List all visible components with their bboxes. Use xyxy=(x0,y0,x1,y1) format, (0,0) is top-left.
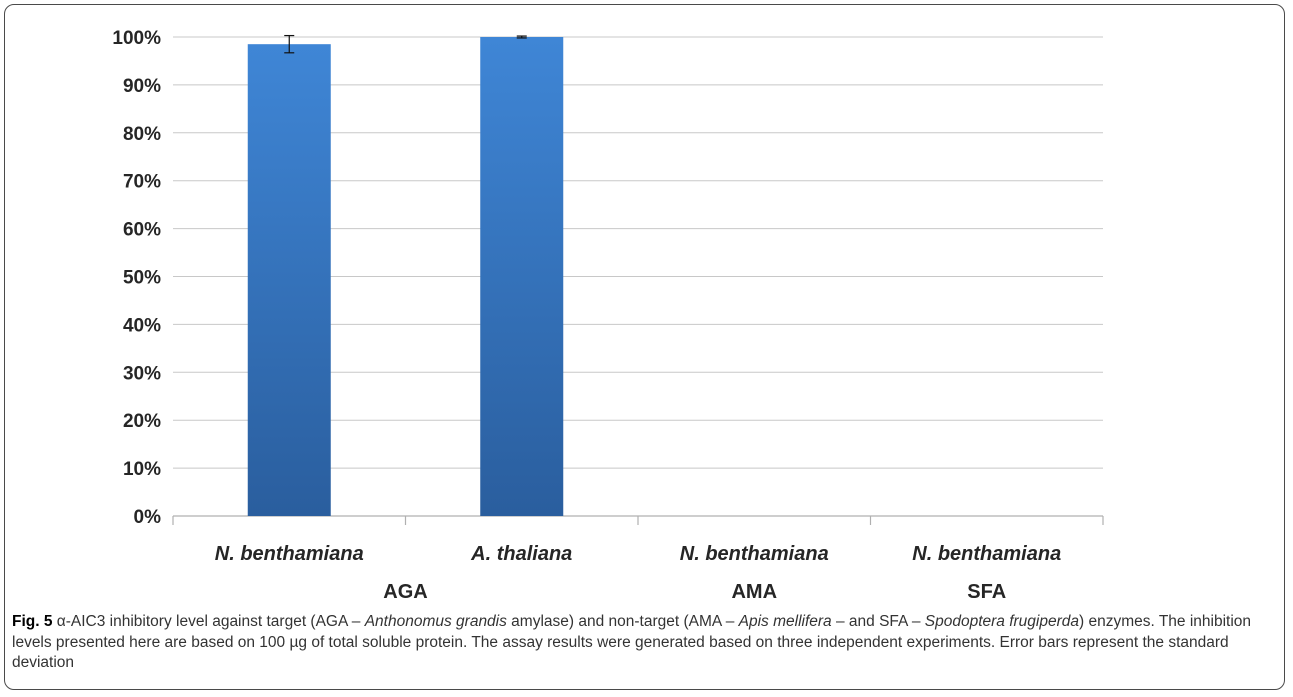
x-group-labels: AGA AMA SFA xyxy=(383,581,1006,603)
y-tick-label: 80% xyxy=(123,124,161,145)
x-category-label: N. benthamiana xyxy=(680,543,829,565)
x-group-label: AGA xyxy=(383,581,427,603)
y-tick-label: 90% xyxy=(123,76,161,97)
y-tick-label: 20% xyxy=(123,411,161,432)
caption-text-2: amylase) and non-target (AMA – xyxy=(506,613,739,630)
y-tick-label: 0% xyxy=(134,507,162,528)
caption-species-1: Anthonomus grandis xyxy=(364,613,507,630)
y-tick-label: 60% xyxy=(123,220,161,241)
x-category-labels: N. benthamiana A. thaliana N. benthamiana N… xyxy=(215,543,1061,565)
x-category-label: N. benthamiana xyxy=(215,543,364,565)
y-tick-label: 40% xyxy=(123,315,161,336)
y-tick-label: 30% xyxy=(123,363,161,384)
x-group-label: AMA xyxy=(731,581,777,603)
x-category-label: A. thaliana xyxy=(470,543,572,565)
caption-species-3: Spodoptera frugiperda xyxy=(924,613,1080,630)
bar xyxy=(480,37,564,516)
y-tick-label: 100% xyxy=(112,28,161,49)
bars xyxy=(247,37,564,517)
caption-text-1: α-AIC3 inhibitory level against target (… xyxy=(52,613,365,630)
caption-text-3: – and SFA – xyxy=(831,613,925,630)
axes xyxy=(172,515,1104,525)
bar-chart: 0% 10% 20% 30% 40% 50% 60% 70% 80% 90% 100% N. ben… xyxy=(112,28,1104,603)
figure-caption: Fig. 5 α-AIC3 inhibitory level against t… xyxy=(12,612,1274,674)
figure-label: Fig. 5 xyxy=(12,613,53,630)
figure-frame xyxy=(4,4,1285,690)
y-tick-label: 70% xyxy=(123,172,161,193)
y-tick-labels: 0% 10% 20% 30% 40% 50% 60% 70% 80% 90% 100% xyxy=(112,28,161,528)
caption-species-2: Apis mellifera xyxy=(738,613,832,630)
x-group-label: SFA xyxy=(967,581,1006,603)
caption-text-4: ) enzymes. The inhibition levels present… xyxy=(12,613,1252,671)
error-bars xyxy=(284,34,527,54)
y-tick-label: 50% xyxy=(123,268,161,289)
x-category-label: N. benthamiana xyxy=(912,543,1061,565)
y-tick-label: 10% xyxy=(123,459,161,480)
bar xyxy=(247,44,331,517)
